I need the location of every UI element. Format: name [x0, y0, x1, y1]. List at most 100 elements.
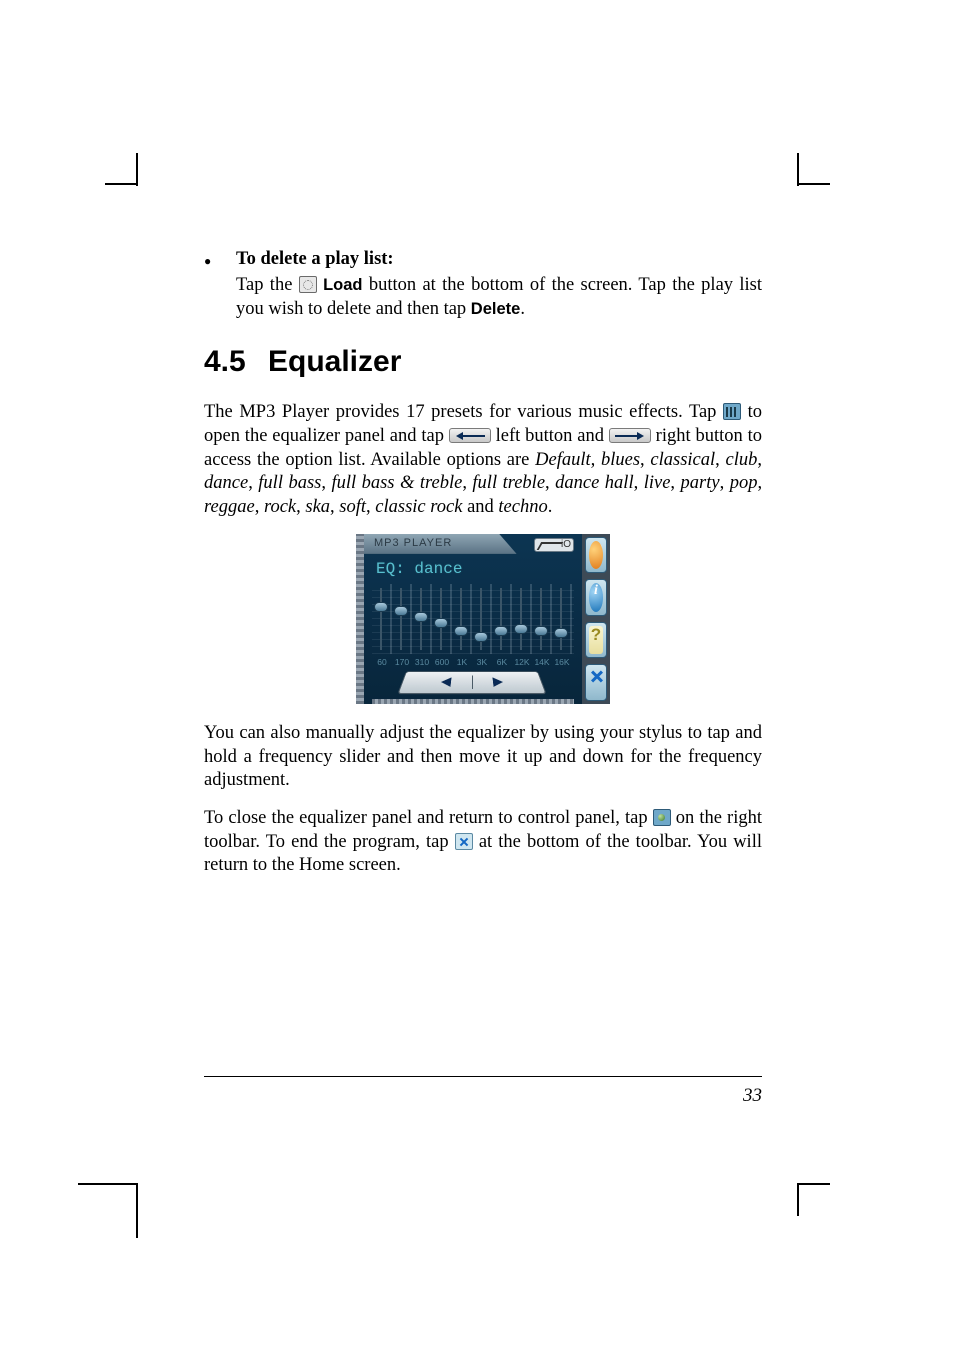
preset-option: classical — [650, 450, 715, 470]
sep: , — [640, 450, 650, 470]
section-title: Equalizer — [268, 345, 401, 378]
freq-label: 600 — [432, 657, 452, 667]
sep: , — [720, 473, 730, 493]
equalizer-intro-paragraph: The MP3 Player provides 17 presets for v… — [204, 401, 762, 519]
eq-prev-next-button[interactable] — [397, 671, 546, 694]
freq-label: 12K — [512, 657, 532, 667]
sep: , — [330, 497, 339, 517]
eq-nav-bar — [372, 670, 574, 698]
crop-mark — [797, 1183, 830, 1185]
eq-slider[interactable] — [412, 584, 430, 654]
eq-slider[interactable] — [512, 584, 530, 654]
crop-mark — [797, 153, 799, 186]
eq-slider[interactable] — [452, 584, 470, 654]
preset-option: techno — [498, 497, 547, 517]
crop-mark — [797, 183, 830, 185]
preset-option: dance hall — [555, 473, 633, 493]
preset-option: pop — [730, 473, 758, 493]
preset-option: club — [726, 450, 758, 470]
mp3-title-text: MP3 PLAYER — [374, 537, 452, 549]
right-arrow-icon — [609, 428, 651, 443]
eq-slider[interactable] — [492, 584, 510, 654]
text-fragment: left button and — [491, 426, 609, 446]
sep: , — [366, 497, 375, 517]
preset-option: full bass & treble — [331, 473, 462, 493]
equalizer-icon — [723, 403, 741, 420]
text-fragment: . — [548, 497, 553, 517]
preset-option: classic rock — [375, 497, 462, 517]
freq-label: 1K — [452, 657, 472, 667]
eq-sliders-area[interactable] — [372, 584, 574, 654]
crop-mark — [136, 153, 138, 186]
close-icon — [455, 833, 473, 850]
mio-logo: iO — [534, 538, 574, 552]
section-heading-equalizer: 4.5Equalizer — [204, 345, 762, 379]
bullet-delete-playlist: ● To delete a play list: Tap the Load bu… — [204, 248, 762, 321]
eq-slider[interactable] — [432, 584, 450, 654]
eq-slider[interactable] — [392, 584, 410, 654]
preset-option: dance — [204, 473, 248, 493]
preset-option: rock — [264, 497, 296, 517]
bullet-text: Tap the Load button at the bottom of the… — [236, 274, 762, 321]
sep: , — [321, 473, 331, 493]
preset-option: ska — [305, 497, 330, 517]
bottom-ridge-decor — [372, 699, 574, 704]
mp3-player-screenshot: MP3 PLAYER iO EQ: dance 601703106001K3K6… — [204, 534, 762, 704]
sep: , — [715, 450, 725, 470]
preset-option: full bass — [258, 473, 321, 493]
eq-slider[interactable] — [532, 584, 550, 654]
text-fragment: To close the equalizer panel and return … — [204, 808, 653, 828]
sep: , — [296, 497, 305, 517]
left-arrow-icon — [449, 428, 491, 443]
toolbar-info-button[interactable] — [585, 579, 607, 616]
preset-option: live — [644, 473, 671, 493]
eq-slider[interactable] — [472, 584, 490, 654]
crop-mark — [105, 183, 138, 185]
toolbar-back-button[interactable] — [585, 537, 607, 574]
close-panel-paragraph: To close the equalizer panel and return … — [204, 807, 762, 878]
crop-mark — [797, 1183, 799, 1216]
preset-option: soft — [339, 497, 366, 517]
load-icon — [299, 276, 317, 293]
sep: , — [462, 473, 472, 493]
preset-option: full treble — [472, 473, 545, 493]
preset-option: Default, blues — [535, 450, 640, 470]
text-fragment: The MP3 Player provides 17 presets for v… — [204, 402, 723, 422]
eq-slider[interactable] — [552, 584, 570, 654]
freq-label: 60 — [372, 657, 392, 667]
sep: , — [545, 473, 555, 493]
freq-label: 170 — [392, 657, 412, 667]
freq-label: 6K — [492, 657, 512, 667]
load-button-label: Load — [323, 276, 362, 294]
sep: , — [248, 473, 258, 493]
sep: , — [670, 473, 680, 493]
toolbar-close-button[interactable] — [585, 664, 607, 701]
freq-label: 16K — [552, 657, 572, 667]
mp3-main-panel: MP3 PLAYER iO EQ: dance 601703106001K3K6… — [364, 534, 582, 704]
sep: , — [255, 497, 264, 517]
sep: and — [462, 497, 498, 517]
freq-label: 3K — [472, 657, 492, 667]
sep: , — [757, 450, 762, 470]
crop-mark — [78, 1183, 138, 1185]
right-toolbar — [582, 534, 610, 704]
left-ridge-decor — [356, 534, 364, 704]
bullet-marker: ● — [204, 248, 236, 321]
bullet-heading: To delete a play list: — [236, 248, 762, 271]
eq-preset-label: EQ: dance — [376, 560, 462, 578]
freq-label: 14K — [532, 657, 552, 667]
preset-option: reggae — [204, 497, 255, 517]
delete-button-label: Delete — [471, 300, 521, 318]
sep: , — [634, 473, 644, 493]
eq-frequency-labels: 601703106001K3K6K12K14K16K — [372, 657, 574, 667]
text-fragment: . — [520, 299, 525, 319]
freq-label: 310 — [412, 657, 432, 667]
preset-option: party — [681, 473, 720, 493]
toolbar-help-button[interactable] — [585, 622, 607, 659]
page-number: 33 — [204, 1085, 762, 1107]
section-number: 4.5 — [204, 345, 268, 379]
mio-logo-text: iO — [561, 539, 571, 550]
eq-slider[interactable] — [372, 584, 390, 654]
text-fragment: Tap the — [236, 275, 299, 295]
page-footer: 33 — [204, 1076, 762, 1107]
